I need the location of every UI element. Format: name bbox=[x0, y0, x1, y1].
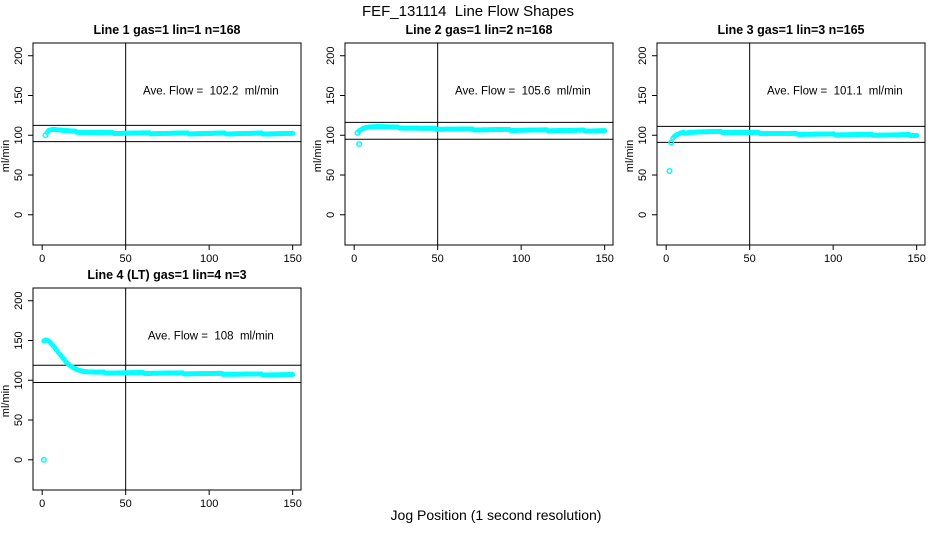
outlier-data-point bbox=[668, 139, 675, 146]
subplot-line-2: 0 50 100 150 0 50 100 150 200 ml/min Line 2 gas=1 … bbox=[312, 13, 624, 265]
subplot-title: Line 3 gas=1 lin=3 n=165 bbox=[718, 23, 865, 37]
x-tick-label: 100 bbox=[512, 253, 530, 263]
subplot-canvas: 0 50 100 150 0 50 100 150 200 ml/min Line 1 gas=1 … bbox=[0, 23, 302, 265]
outlier-data-point bbox=[40, 456, 47, 463]
plot-box bbox=[32, 42, 302, 246]
y-tick-label: 200 bbox=[13, 292, 25, 310]
x-tick-label: 100 bbox=[200, 253, 218, 263]
y-axis-label: ml/min bbox=[0, 140, 12, 172]
x-tick-label: 50 bbox=[120, 253, 132, 263]
y-tick-label: 100 bbox=[13, 126, 25, 144]
x-tick-label: 50 bbox=[432, 253, 444, 263]
subplot-title: Line 1 gas=1 lin=1 n=168 bbox=[94, 23, 241, 37]
y-axis-label: ml/min bbox=[312, 140, 324, 172]
subplot-title: Line 2 gas=1 lin=2 n=168 bbox=[406, 23, 553, 37]
x-tick-label: 50 bbox=[744, 253, 756, 263]
subplot-line-4: 0 50 100 150 0 50 100 150 200 ml/min Line 4 (LT) g… bbox=[0, 258, 312, 510]
data-point-band bbox=[356, 124, 608, 134]
x-tick-label: 100 bbox=[824, 253, 842, 263]
outlier-data-point bbox=[354, 129, 361, 136]
y-tick-label: 0 bbox=[325, 212, 337, 218]
y-tick-label: 0 bbox=[13, 457, 25, 463]
ave-flow-annotation: Ave. Flow = 102.2 ml/min bbox=[143, 86, 279, 98]
subplot-title: Line 4 (LT) gas=1 lin=4 n=3 bbox=[87, 268, 246, 282]
x-tick-label: 0 bbox=[39, 498, 45, 508]
y-axis-label: ml/min bbox=[0, 385, 12, 417]
plot-box bbox=[32, 287, 302, 491]
y-tick-label: 150 bbox=[325, 86, 337, 104]
data-point-band bbox=[670, 128, 920, 141]
ave-flow-annotation: Ave. Flow = 101.1 ml/min bbox=[767, 86, 903, 98]
outlier-data-point bbox=[42, 132, 49, 139]
x-tick-label: 150 bbox=[595, 253, 613, 263]
subplot-canvas: 0 50 100 150 0 50 100 150 200 ml/min Line 4 (LT) g… bbox=[0, 268, 302, 510]
y-tick-label: 50 bbox=[325, 169, 337, 181]
y-tick-label: 50 bbox=[637, 169, 649, 181]
data-point-band bbox=[41, 337, 296, 378]
x-axis-label: Jog Position (1 second resolution) bbox=[390, 507, 602, 523]
y-tick-label: 150 bbox=[637, 86, 649, 104]
figure-title: FEF_131114 Line Flow Shapes bbox=[361, 3, 575, 20]
y-tick-label: 50 bbox=[13, 169, 25, 181]
x-tick-label: 0 bbox=[351, 253, 357, 263]
plot-box bbox=[656, 42, 926, 246]
data-point-band bbox=[44, 127, 296, 137]
x-tick-label: 50 bbox=[120, 498, 132, 508]
y-tick-label: 150 bbox=[13, 86, 25, 104]
subplot-canvas: 0 50 100 150 0 50 100 150 200 ml/min Line 2 gas=1 … bbox=[312, 23, 614, 265]
y-tick-label: 50 bbox=[13, 414, 25, 426]
ave-flow-annotation: Ave. Flow = 105.6 ml/min bbox=[455, 86, 591, 98]
y-tick-label: 150 bbox=[13, 331, 25, 349]
outlier-data-point bbox=[666, 167, 673, 175]
x-tick-label: 100 bbox=[200, 498, 218, 508]
y-tick-label: 100 bbox=[13, 371, 25, 389]
y-tick-label: 0 bbox=[637, 212, 649, 218]
plot-box bbox=[344, 42, 614, 246]
y-tick-label: 100 bbox=[637, 126, 649, 144]
outlier-data-point bbox=[356, 140, 363, 148]
subplot-canvas: 0 50 100 150 0 50 100 150 200 ml/min Line 3 gas=1 … bbox=[624, 23, 926, 265]
y-tick-label: 200 bbox=[637, 47, 649, 65]
y-tick-label: 200 bbox=[325, 47, 337, 65]
x-tick-label: 150 bbox=[283, 253, 301, 263]
x-tick-label: 150 bbox=[283, 498, 301, 508]
y-axis-label: ml/min bbox=[624, 140, 636, 172]
x-tick-label: 0 bbox=[663, 253, 669, 263]
y-tick-label: 100 bbox=[325, 126, 337, 144]
y-tick-label: 200 bbox=[13, 47, 25, 65]
y-tick-label: 0 bbox=[13, 212, 25, 218]
x-tick-label: 0 bbox=[39, 253, 45, 263]
subplot-line-1: 0 50 100 150 0 50 100 150 200 ml/min Line 1 gas=1 … bbox=[0, 13, 312, 265]
x-tick-label: 150 bbox=[907, 253, 925, 263]
ave-flow-annotation: Ave. Flow = 108 ml/min bbox=[148, 331, 274, 343]
subplot-line-3: 0 50 100 150 0 50 100 150 200 ml/min Line 3 gas=1 … bbox=[624, 13, 936, 265]
